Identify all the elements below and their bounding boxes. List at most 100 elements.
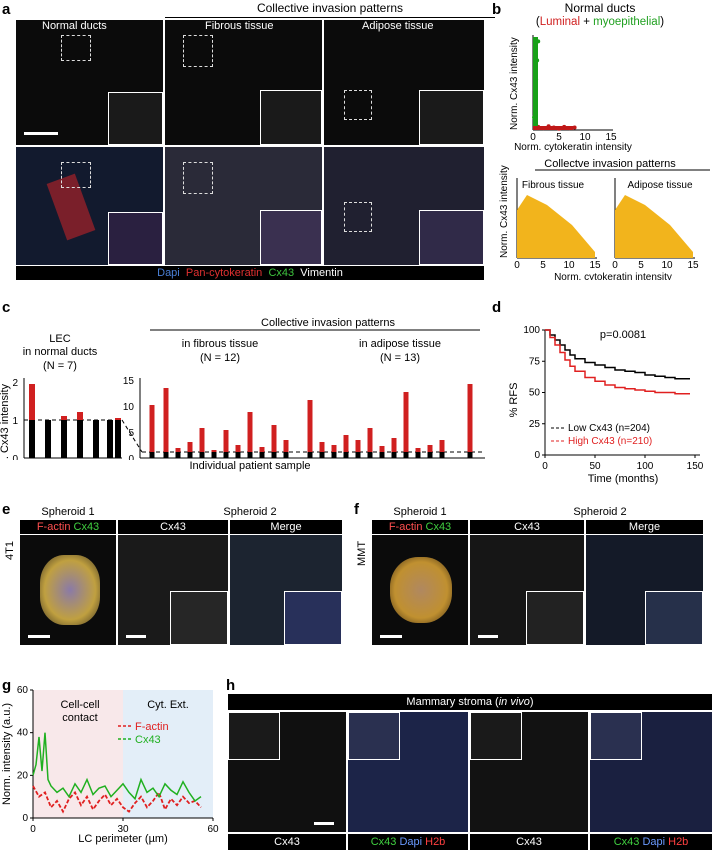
panel-label-f: f — [354, 501, 359, 518]
b-br-xtick-5: 5 — [638, 260, 644, 271]
c-column-black — [187, 452, 193, 458]
f-side-label: MMT — [356, 540, 368, 566]
c-g1-title2: in normal ducts — [23, 346, 98, 358]
c-column-black — [331, 452, 337, 458]
b-lum-cloud — [533, 126, 573, 130]
g-curve-factin — [32, 785, 202, 814]
panel-label-d: d — [492, 299, 502, 316]
c-column-black — [247, 452, 253, 458]
g-ylabel: Norm. intensity (a.u.) — [1, 703, 13, 805]
b-header2: Collectve invasion patterns — [544, 158, 676, 170]
c-column-black — [259, 452, 265, 458]
c-column-red — [403, 392, 409, 452]
c-column-red — [391, 438, 397, 452]
b-close-paren: ) — [660, 16, 665, 28]
a-inset — [419, 210, 484, 265]
c-left-tick-0: 0 — [12, 454, 18, 460]
b-adipose-points — [615, 195, 693, 258]
g-region-ext — [123, 690, 213, 818]
b-br-xtick-15: 15 — [687, 260, 699, 271]
c-left-tick-2: 2 — [12, 378, 18, 389]
c-column-black — [175, 452, 181, 458]
b-top-xlabel: Norm. cytokeratin intensity — [514, 142, 632, 153]
c-left-column — [115, 418, 121, 458]
b-top-points — [532, 37, 577, 131]
c-left-column-red — [61, 416, 67, 420]
e-factin: F-actin — [36, 521, 71, 533]
a-legend-bar: Dapi Pan-cytokeratin Cx43 Vimentin — [16, 266, 484, 280]
c-column-black — [199, 452, 205, 458]
f-cx43: Cx43 — [425, 521, 452, 533]
a-header: Collective invasion patterns — [256, 1, 404, 15]
c-column-red — [331, 445, 337, 452]
c-column-red — [235, 445, 241, 452]
h-b2-h2b: H2b — [425, 836, 446, 848]
g-curves — [32, 732, 202, 814]
h-merge-image-2 — [590, 712, 712, 832]
c-left-column — [77, 412, 83, 458]
e-inset-merge — [284, 591, 342, 645]
c-plot: Collective invasion patterns LEC in norm… — [0, 317, 485, 460]
c-column-red — [199, 428, 205, 452]
c-xlabel: Individual patient sample — [189, 460, 311, 472]
g-legend-factin: F-actin — [135, 721, 169, 733]
panel-label-g: g — [2, 677, 12, 694]
c-left-tick-1: 1 — [12, 416, 18, 427]
c-right-tick-15: 15 — [123, 376, 135, 387]
c-column-red — [367, 428, 373, 452]
e-merge-image — [230, 535, 342, 645]
c-column-black — [379, 452, 385, 458]
a-legend-pancytokeratin: Pan-cytokeratin — [185, 267, 263, 279]
e-spheroid1-image — [20, 535, 116, 645]
h-header-text: Mammary stroma ( — [406, 696, 499, 708]
e-bar2: Cx43 — [118, 520, 228, 534]
b-myoepithelial-label: myoepithelial — [593, 16, 661, 28]
b-top-xtick-0: 0 — [530, 132, 536, 143]
c-column-black — [319, 452, 325, 458]
a-roi-box — [61, 162, 91, 188]
c-left-column — [61, 416, 67, 458]
e-bar3: Merge — [230, 520, 342, 534]
c-column-red — [247, 412, 253, 452]
a-fibrous-image: Fibrous tissue — [165, 20, 322, 145]
a-normal-ducts-merge — [16, 147, 163, 265]
f-inset — [526, 591, 584, 645]
c-column-black — [467, 452, 473, 458]
b-title: Normal ducts — [564, 1, 636, 15]
h-inset-2 — [348, 712, 400, 760]
h-inset-4 — [590, 712, 642, 760]
d-legend-low: Low Cx43 (n=204) — [568, 423, 650, 434]
c-column-red — [283, 440, 289, 452]
f-scalebar-2 — [478, 635, 498, 638]
c-right-tick-5: 5 — [128, 428, 134, 439]
b-plus: + — [580, 16, 594, 28]
c-column-red — [355, 440, 361, 452]
g-xtick: 30 — [117, 824, 129, 835]
c-ylabel: Norm. Cx43 intensity — [0, 383, 11, 460]
e-sph1: Spheroid 1 — [41, 506, 95, 518]
c-column-black — [307, 452, 313, 458]
b-point-luminal — [572, 125, 577, 130]
c-column-black — [149, 452, 155, 458]
a-legend-dapi: Dapi — [157, 267, 180, 279]
e-cx43-image — [118, 535, 228, 645]
panel-label-a: a — [2, 1, 11, 18]
a-title-adipose: Adipose tissue — [362, 20, 434, 32]
c-column-black — [439, 452, 445, 458]
b-bottom-xlabel: Norm. cytokeratin intensity — [554, 272, 672, 280]
b-sub1: Fibrous tissue — [522, 180, 585, 191]
c-column-red — [223, 430, 229, 452]
h-merge-image-1 — [348, 712, 468, 832]
d-pvalue: p=0.0081 — [600, 329, 646, 341]
c-column-black — [427, 452, 433, 458]
a-roi-box — [183, 162, 213, 194]
a-inset — [419, 90, 484, 145]
a-title-fibrous: Fibrous tissue — [205, 20, 274, 32]
c-g3-title: in adipose tissue — [359, 338, 441, 350]
c-column-black — [235, 452, 241, 458]
d-xlabel: Time (months) — [588, 473, 659, 485]
c-column-red — [307, 400, 313, 452]
c-column-red — [259, 447, 265, 452]
b-br-xtick-0: 0 — [612, 260, 618, 271]
c-g2-title: in fibrous tissue — [182, 338, 258, 350]
